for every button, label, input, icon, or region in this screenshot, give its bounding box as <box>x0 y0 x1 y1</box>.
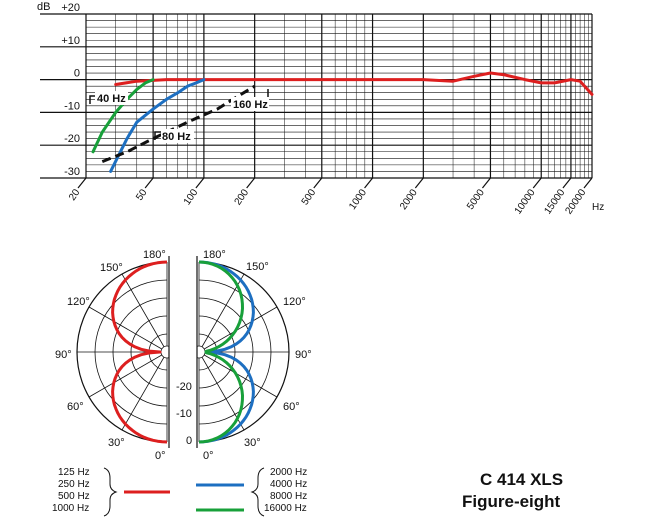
angle-label-0-left: 0° <box>155 450 166 462</box>
polar-spoke <box>198 306 278 353</box>
polar-red-lobe <box>111 260 168 444</box>
polar-series <box>111 260 255 444</box>
angle-label-150-right: 150° <box>246 261 269 273</box>
polar-grid <box>76 256 290 448</box>
x-tick-mark <box>195 177 205 189</box>
angle-label-90-right: 90° <box>295 349 312 361</box>
level-label-minus20: -20 <box>176 381 192 393</box>
series-red-line <box>114 71 594 96</box>
y-axis-label: dB <box>37 1 50 13</box>
angle-label-60-right: 60° <box>283 401 300 413</box>
angle-label-150-left: 150° <box>100 262 123 274</box>
angle-label-180-left: 180° <box>143 249 166 261</box>
y-tick-label: +20 <box>61 2 80 14</box>
angle-label-120-right: 120° <box>283 296 306 308</box>
x-tick-mark <box>583 177 593 189</box>
x-tick-mark <box>144 177 154 189</box>
polar-divider <box>169 256 197 448</box>
annotation-160hz: 160 Hz <box>231 89 269 111</box>
x-tick-mark <box>246 177 256 189</box>
angle-label-0-right: 0° <box>203 450 214 462</box>
x-tick-mark <box>313 177 323 189</box>
polar-spoke <box>121 351 168 431</box>
y-tick-label: +10 <box>61 35 80 47</box>
x-tick-mark <box>562 177 572 189</box>
x-tick-mark <box>364 177 374 189</box>
series-blue-line <box>109 78 206 173</box>
annotation-80hz: 80 Hz <box>154 129 194 143</box>
x-tick-mark <box>77 177 87 189</box>
polar-spoke <box>88 351 168 398</box>
model-name: C 414 XLS <box>480 470 564 489</box>
angle-label-180-right: 180° <box>203 249 226 261</box>
angle-label-60-left: 60° <box>67 401 84 413</box>
svg-text:40 Hz: 40 Hz <box>97 93 126 105</box>
frequency-grid <box>40 13 593 189</box>
x-tick-mark <box>481 177 491 189</box>
frequency-response-chart: +20+100-10-20-30 20 50 100 200 500 1000 2000 50… <box>37 1 604 217</box>
polar-spoke <box>88 306 168 353</box>
svg-text:80 Hz: 80 Hz <box>162 131 191 143</box>
angle-label-90-left: 90° <box>55 349 72 361</box>
y-tick-label: -10 <box>64 100 80 112</box>
y-axis-tick-labels: +20 +10 0 -10 -20 -30 <box>61 2 80 178</box>
polar-angle-labels: 180° 180° 150° 150° 120° 120° 90° 90° 60… <box>55 249 312 462</box>
level-label-minus10: -10 <box>176 408 192 420</box>
polar-spoke <box>198 351 278 398</box>
x-axis-unit-label: Hz <box>592 202 604 213</box>
polar-spoke <box>121 273 168 353</box>
x-tick-mark <box>414 177 424 189</box>
x-tick-mark <box>532 177 542 189</box>
angle-label-30-left: 30° <box>108 437 125 449</box>
pattern-name: Figure-eight <box>462 492 561 511</box>
polar-level-labels: -20 -10 0 <box>176 381 192 447</box>
y-tick-label: 0 <box>74 68 80 80</box>
annotation-40hz: 40 Hz <box>89 91 128 105</box>
polar-green-lobe <box>198 260 244 444</box>
svg-text:160 Hz: 160 Hz <box>233 99 268 111</box>
angle-label-120-left: 120° <box>67 296 90 308</box>
y-tick-label: -30 <box>64 166 80 178</box>
level-label-0: 0 <box>186 435 192 447</box>
y-tick-label: -20 <box>64 133 80 145</box>
angle-label-30-right: 30° <box>244 437 261 449</box>
